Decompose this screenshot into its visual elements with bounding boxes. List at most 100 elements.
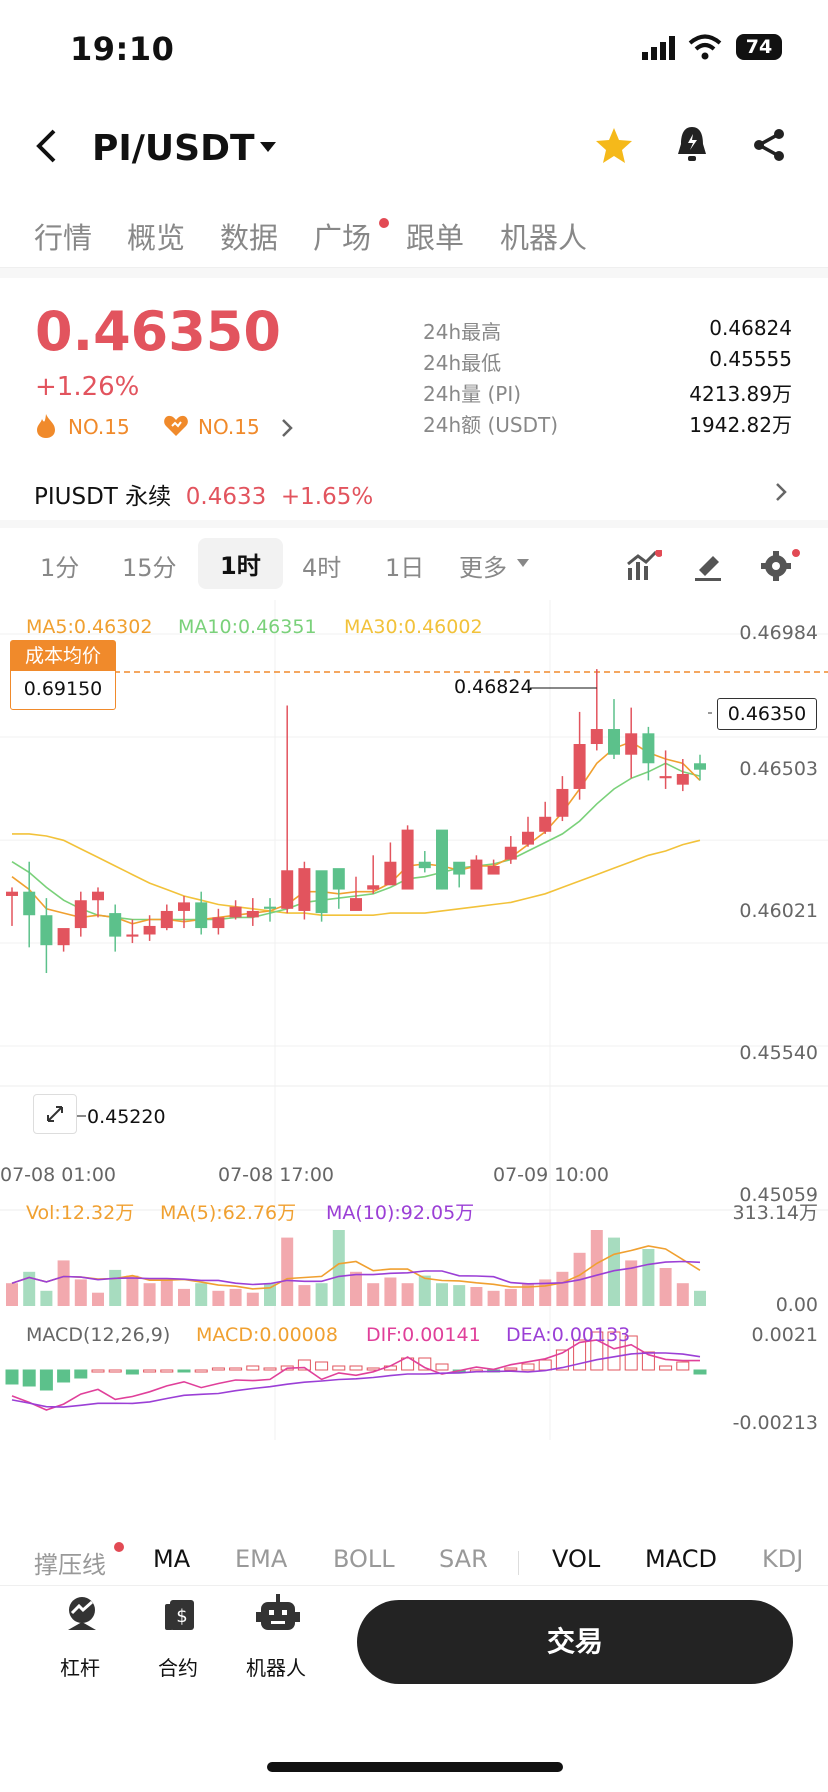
tab-bot[interactable]: 机器人 bbox=[500, 221, 588, 255]
perp-row[interactable]: PIUSDT 永续 0.4633 +1.65% bbox=[34, 477, 373, 511]
macd-title: MACD(12,26,9) bbox=[26, 1324, 171, 1346]
interval-15m[interactable]: 15分 bbox=[122, 554, 177, 582]
leverage-label: 杠杆 bbox=[60, 1656, 100, 1680]
volume-bar bbox=[332, 1230, 345, 1306]
contract-button[interactable]: $ 合约 bbox=[128, 1590, 228, 1690]
volume-bar bbox=[625, 1260, 638, 1306]
chart-settings-icon[interactable] bbox=[760, 548, 800, 582]
interval-bar: 1分 15分 1时 4时 1日 更多 bbox=[0, 530, 828, 590]
candle-body bbox=[92, 891, 104, 901]
tab-copytrade[interactable]: 跟单 bbox=[406, 221, 465, 255]
perp-chevron-icon[interactable] bbox=[774, 481, 788, 503]
candle-body bbox=[229, 906, 242, 918]
interval-more[interactable]: 更多 bbox=[459, 554, 507, 582]
volume-bar bbox=[556, 1271, 569, 1306]
interval-1d[interactable]: 1日 bbox=[385, 554, 425, 582]
leverage-button[interactable]: 杠杆 bbox=[30, 1590, 130, 1690]
macd-histogram-bar bbox=[194, 1369, 208, 1373]
y-tick-4: 0.45540 bbox=[739, 1042, 818, 1064]
cost-price-label: 成本均价 bbox=[11, 641, 115, 671]
ind-support-resistance[interactable]: 撑压线 bbox=[34, 1551, 106, 1579]
macd-histogram-bar bbox=[108, 1369, 122, 1373]
svg-text:$: $ bbox=[176, 1606, 187, 1627]
ind-ema[interactable]: EMA bbox=[235, 1545, 288, 1573]
last-price-tag[interactable]: 0.46350 bbox=[717, 698, 817, 730]
leverage-icon bbox=[68, 1597, 96, 1630]
candle-body bbox=[178, 902, 190, 911]
tab-overview[interactable]: 概览 bbox=[127, 221, 186, 255]
bot-button[interactable]: 机器人 bbox=[226, 1590, 326, 1690]
ma30-legend: MA30:0.46002 bbox=[344, 616, 483, 638]
vol-ma5-legend: MA(5):62.76万 bbox=[160, 1202, 297, 1224]
trade-button[interactable]: 交易 bbox=[357, 1600, 793, 1684]
volume-bar bbox=[246, 1292, 259, 1306]
macd-histogram-bar bbox=[315, 1361, 329, 1371]
ma30-line bbox=[12, 833, 701, 916]
x-tick-1: 07-08 01:00 bbox=[0, 1164, 117, 1186]
kline-chart[interactable]: MA5:0.46302 MA10:0.46351 MA30:0.46002 成本… bbox=[0, 600, 828, 1530]
tab-data[interactable]: 数据 bbox=[220, 221, 279, 255]
volume-bar bbox=[350, 1271, 362, 1306]
fullscreen-button[interactable] bbox=[33, 1094, 77, 1134]
stat-value-high: 0.46824 bbox=[709, 316, 792, 340]
signal-icon bbox=[642, 36, 675, 60]
candle-body bbox=[625, 733, 638, 755]
favorite-star-icon[interactable] bbox=[594, 126, 634, 164]
price-alert-icon[interactable] bbox=[676, 124, 708, 164]
volume-bar bbox=[23, 1271, 36, 1306]
interval-1h[interactable]: 1时 bbox=[198, 538, 283, 589]
interval-4h[interactable]: 4时 bbox=[302, 554, 342, 582]
macd-histogram-bar bbox=[538, 1359, 552, 1371]
volume-bar bbox=[281, 1237, 294, 1306]
share-icon[interactable] bbox=[752, 128, 786, 162]
pair-title[interactable]: PI/USDT bbox=[92, 128, 255, 169]
volume-bar bbox=[40, 1290, 53, 1306]
ind-kdj[interactable]: KDJ bbox=[762, 1545, 804, 1573]
volume-bar bbox=[676, 1283, 689, 1306]
volume-bar bbox=[229, 1288, 242, 1306]
cost-price-box[interactable]: 成本均价 0.69150 bbox=[10, 640, 116, 710]
candle-body bbox=[401, 829, 414, 890]
tab-market[interactable]: 行情 bbox=[34, 221, 93, 255]
candle-body bbox=[453, 861, 466, 875]
interval-1m[interactable]: 1分 bbox=[40, 554, 80, 582]
chevron-right-icon[interactable] bbox=[280, 417, 294, 439]
tab-square[interactable]: 广场 bbox=[313, 221, 372, 255]
macd-histogram-bar bbox=[211, 1367, 225, 1371]
volume-bar bbox=[92, 1292, 104, 1306]
ind-boll[interactable]: BOLL bbox=[333, 1545, 395, 1573]
macd-histogram-bar bbox=[607, 1331, 621, 1371]
perp-name: PIUSDT 永续 bbox=[34, 484, 172, 510]
status-bar: 19:10 74 bbox=[0, 0, 828, 100]
header bbox=[0, 100, 828, 195]
candle-body bbox=[659, 776, 672, 779]
draw-pen-icon[interactable] bbox=[693, 550, 725, 582]
perp-price: 0.4633 bbox=[185, 484, 267, 510]
pair-dropdown-icon[interactable] bbox=[258, 140, 278, 154]
vol-ma10-legend: MA(10):92.05万 bbox=[326, 1202, 475, 1224]
candle-body bbox=[109, 913, 122, 937]
macd-histogram-bar bbox=[229, 1367, 243, 1371]
dif-value: DIF:0.00141 bbox=[366, 1324, 481, 1346]
volume-bar bbox=[608, 1237, 620, 1306]
candle-body bbox=[6, 891, 18, 896]
candle-body bbox=[74, 900, 87, 929]
macd-histogram-bar bbox=[246, 1365, 260, 1371]
volume-bar bbox=[367, 1283, 380, 1306]
volume-bar bbox=[143, 1283, 156, 1306]
indicator-icon[interactable] bbox=[626, 550, 662, 582]
macd-histogram-bar bbox=[263, 1367, 277, 1371]
sr-notification-dot bbox=[114, 1542, 124, 1552]
ind-macd[interactable]: MACD bbox=[645, 1545, 717, 1573]
back-icon[interactable] bbox=[34, 128, 58, 164]
x-tick-3: 07-09 10:00 bbox=[493, 1164, 610, 1186]
contract-label: 合约 bbox=[158, 1656, 198, 1680]
ind-ma[interactable]: MA bbox=[153, 1545, 191, 1573]
ind-vol[interactable]: VOL bbox=[552, 1545, 601, 1573]
vol-ma5-line bbox=[11, 1245, 701, 1290]
ind-sar[interactable]: SAR bbox=[439, 1545, 488, 1573]
more-caret-icon bbox=[517, 559, 529, 567]
stat-label-turnover: 24h额 (USDT) bbox=[423, 413, 559, 437]
candle-body bbox=[126, 934, 139, 937]
candle-body bbox=[350, 898, 362, 911]
